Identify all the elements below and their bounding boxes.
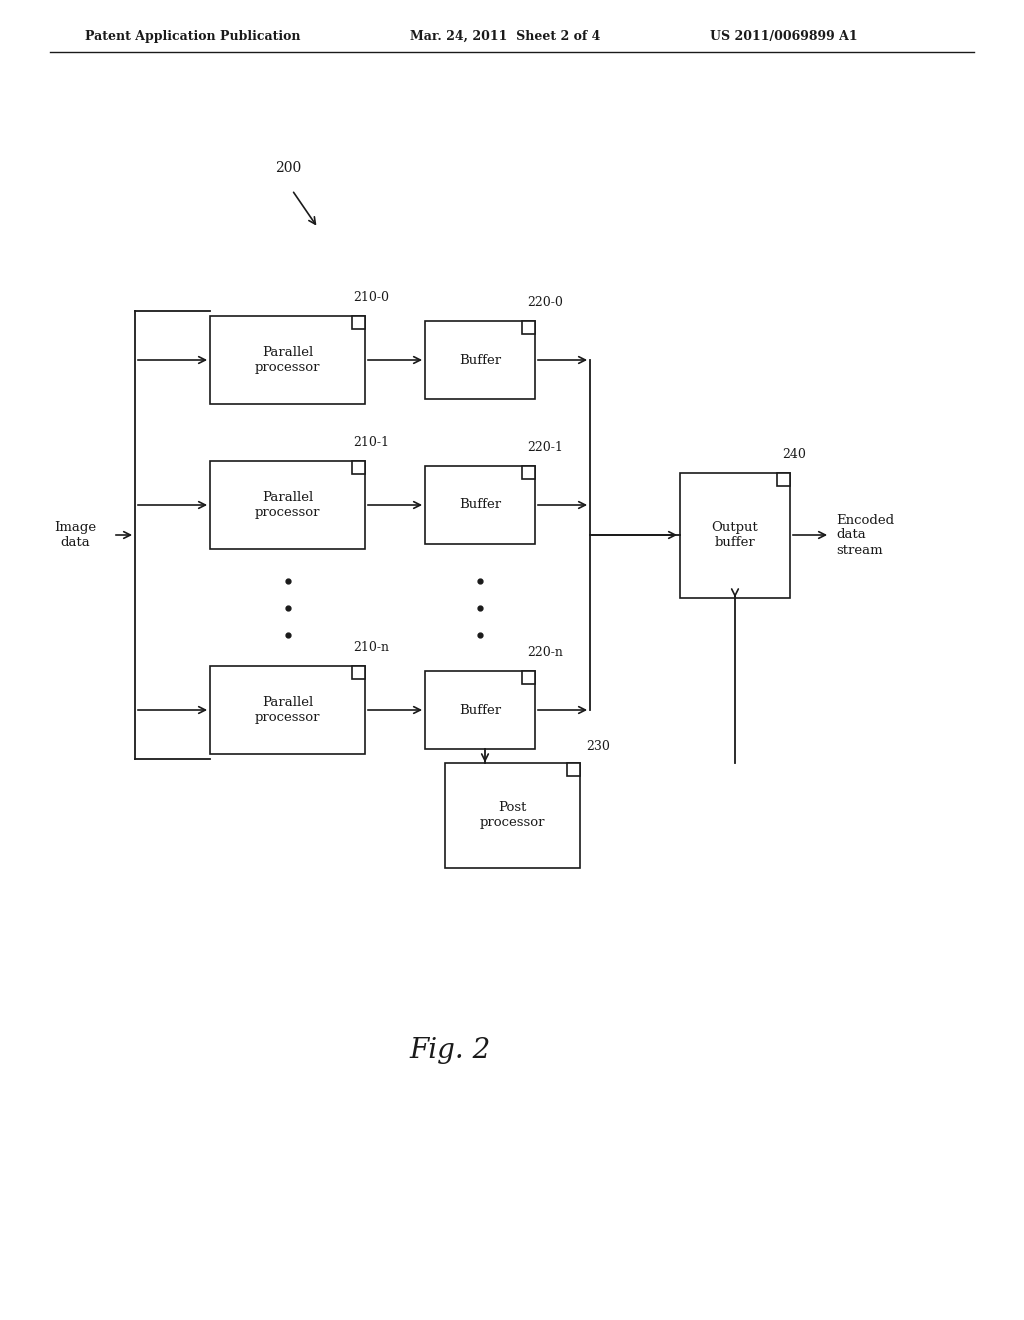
Bar xyxy=(352,461,365,474)
Text: 230: 230 xyxy=(586,739,610,752)
Text: Fig. 2: Fig. 2 xyxy=(410,1036,490,1064)
Bar xyxy=(522,321,535,334)
Text: Post
processor: Post processor xyxy=(480,801,545,829)
Bar xyxy=(425,466,535,544)
Bar xyxy=(777,473,790,486)
Bar xyxy=(352,667,365,678)
Bar xyxy=(425,671,535,748)
Text: Buffer: Buffer xyxy=(459,704,501,717)
Text: Buffer: Buffer xyxy=(459,354,501,367)
Bar xyxy=(522,671,535,684)
Bar xyxy=(680,473,790,598)
Bar xyxy=(210,461,365,549)
Text: 210-1: 210-1 xyxy=(353,436,389,449)
Bar xyxy=(522,466,535,479)
Bar xyxy=(352,315,365,329)
Text: 240: 240 xyxy=(782,447,806,461)
Text: 220-n: 220-n xyxy=(527,645,563,659)
Bar xyxy=(210,667,365,754)
Text: Output
buffer: Output buffer xyxy=(712,521,759,549)
Bar xyxy=(445,763,580,867)
Text: Parallel
processor: Parallel processor xyxy=(255,491,321,519)
Text: 210-n: 210-n xyxy=(353,642,389,653)
Text: Parallel
processor: Parallel processor xyxy=(255,346,321,374)
Text: Image
data: Image data xyxy=(54,521,96,549)
Text: Parallel
processor: Parallel processor xyxy=(255,696,321,723)
Text: 220-1: 220-1 xyxy=(527,441,563,454)
Text: Encoded
data
stream: Encoded data stream xyxy=(836,513,894,557)
Text: Buffer: Buffer xyxy=(459,499,501,511)
Text: US 2011/0069899 A1: US 2011/0069899 A1 xyxy=(710,30,858,44)
Text: 210-0: 210-0 xyxy=(353,290,389,304)
Bar xyxy=(210,315,365,404)
Bar xyxy=(425,321,535,399)
Text: 200: 200 xyxy=(275,161,301,176)
Text: 220-0: 220-0 xyxy=(527,296,563,309)
Text: Patent Application Publication: Patent Application Publication xyxy=(85,30,300,44)
Text: Mar. 24, 2011  Sheet 2 of 4: Mar. 24, 2011 Sheet 2 of 4 xyxy=(410,30,600,44)
Bar xyxy=(567,763,580,776)
